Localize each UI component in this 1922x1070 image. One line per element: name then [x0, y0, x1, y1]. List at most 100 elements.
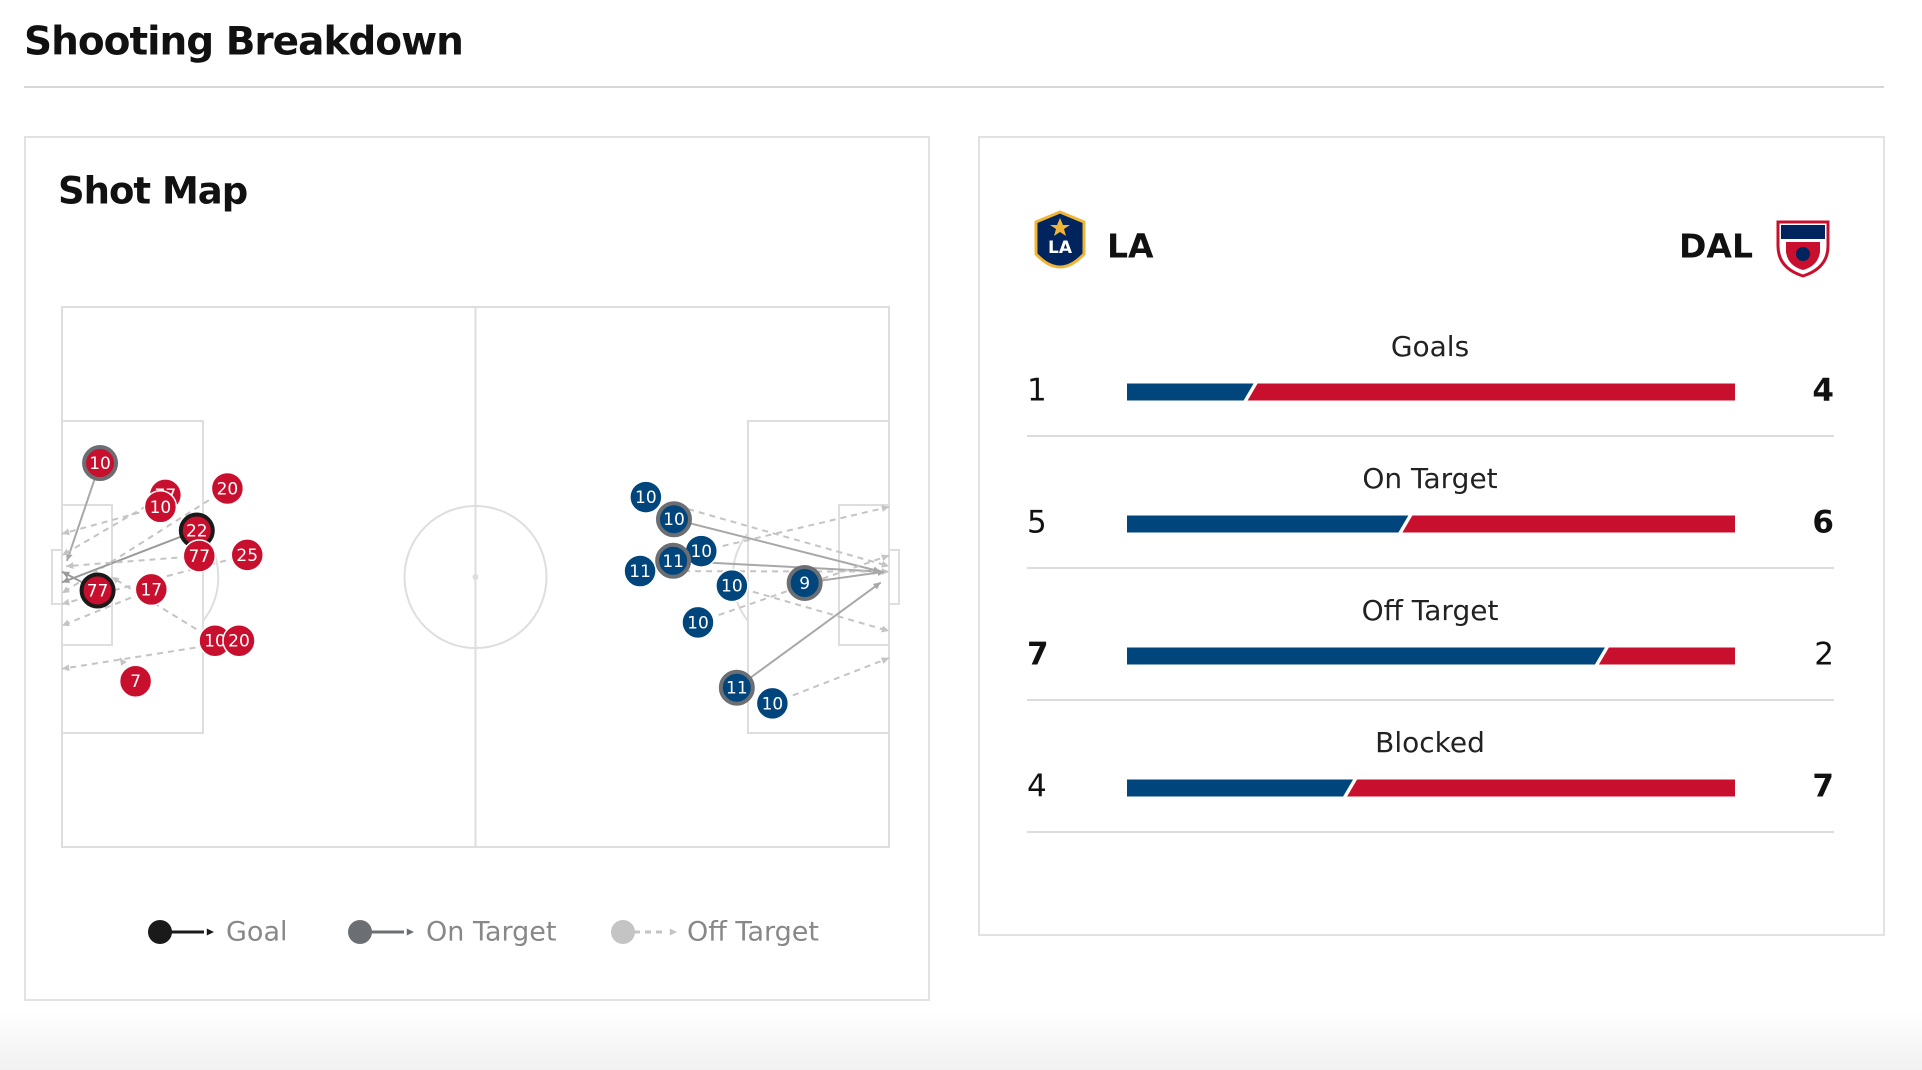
shot-marker [623, 554, 657, 588]
home-stat-value: 7 [1027, 637, 1049, 673]
shot-arrowhead [111, 577, 120, 584]
legend-label: Off Target [687, 917, 819, 948]
shot-label: 10 [762, 694, 784, 714]
home-stat-bar [1127, 647, 1605, 665]
shot: 20 [210, 471, 245, 506]
shot: 22 [178, 512, 215, 549]
shot-label: 77 [188, 547, 210, 567]
stat-label: Off Target [1362, 594, 1499, 627]
shot: 25 [230, 538, 264, 572]
shot: 10 [82, 445, 119, 482]
shot-marker [681, 605, 715, 640]
shot-label: 10 [690, 542, 712, 562]
stat-label: Goals [1391, 330, 1469, 363]
legend-label: Goal [226, 917, 288, 948]
home-stat-bar [1127, 779, 1354, 797]
home-stat-bar [1127, 383, 1254, 401]
shot-arrowhead [881, 625, 889, 633]
shot-label: 11 [726, 679, 748, 699]
shot-arrowhead [62, 664, 70, 672]
stats-card [978, 136, 1885, 936]
shot-label: 11 [629, 562, 651, 582]
shot-arrowhead [62, 619, 70, 627]
dal-logo [1776, 220, 1830, 278]
shot: 10 [715, 568, 749, 603]
pitch [51, 306, 900, 848]
shot: 77 [182, 539, 217, 573]
shot-arrowhead [62, 528, 70, 536]
shot-label: 10 [635, 488, 657, 508]
shot-markers: 1077102022772577171020710101011111091011… [79, 445, 823, 721]
shot-arrowhead [881, 505, 889, 512]
shot-label: 22 [186, 522, 208, 542]
stat-label: On Target [1362, 462, 1497, 495]
away-stat-value: 2 [1814, 637, 1834, 673]
svg-text:LA: LA [1048, 238, 1073, 258]
shot: 10 [143, 490, 178, 524]
home-stat-bar [1127, 515, 1409, 533]
shot-map-title: Shot Map [58, 170, 247, 213]
shot: 7 [118, 664, 153, 698]
shot-marker [718, 669, 755, 706]
shot-label: 10 [150, 498, 172, 518]
shot: 20 [222, 623, 256, 658]
shot-label: 25 [236, 546, 258, 566]
shot-marker [143, 490, 178, 524]
shot-trajectory [61, 494, 166, 557]
shot-arrowhead [119, 658, 127, 666]
shot-arrowhead [62, 576, 70, 584]
bottom-fade [0, 1010, 1922, 1070]
shot-marker [629, 480, 663, 514]
shot-arrowhead [877, 569, 885, 577]
shot-arrowhead [881, 657, 889, 664]
shot-label: 17 [140, 580, 162, 600]
shot-marker [655, 542, 692, 579]
shot-arrowhead [872, 582, 881, 590]
shot-arrowhead [881, 560, 889, 568]
shot-trajectory [736, 581, 882, 689]
shot-trajectory [772, 657, 890, 705]
shot-arrowhead [66, 562, 74, 570]
shot-label: 10 [687, 613, 709, 633]
shot-label: 11 [662, 552, 684, 572]
shot-label: 10 [721, 577, 743, 597]
away-stat-bar [1402, 515, 1735, 533]
shot-marker [655, 501, 692, 538]
shot: 11 [718, 669, 755, 706]
shot-arrowhead [881, 554, 889, 562]
shot-marker [755, 686, 790, 721]
shot: 9 [786, 564, 823, 601]
shot-label: 7 [130, 672, 141, 692]
shot-marker [79, 572, 116, 609]
shot-label: 10 [663, 510, 685, 530]
shot-label: 20 [228, 632, 250, 652]
stat-label: Blocked [1375, 726, 1485, 759]
shot-label: 9 [799, 574, 810, 594]
shot-arrowhead [62, 571, 70, 579]
shot-marker [230, 538, 264, 572]
home-stat-value: 5 [1027, 505, 1047, 541]
shot-arrowhead [62, 598, 70, 606]
shot-marker [210, 471, 245, 506]
shot: 11 [655, 542, 692, 579]
away-stat-value: 6 [1812, 505, 1834, 541]
page-title: Shooting Breakdown [24, 20, 463, 65]
shot-trajectory [61, 529, 198, 584]
shot-trajectory [111, 576, 216, 642]
center-spot [472, 574, 479, 580]
legend-arrow [406, 928, 414, 936]
legend-arrow [669, 928, 677, 936]
away-stat-bar [1347, 779, 1735, 797]
shot-arrowhead [62, 548, 70, 556]
shot-arrowhead [881, 568, 889, 576]
shot: 10 [655, 501, 692, 538]
shot-label: 20 [217, 479, 239, 499]
shot-trajectory [731, 584, 890, 632]
shot-trajectory [645, 496, 890, 568]
shot: 10 [198, 623, 232, 658]
shot-marker [118, 664, 153, 698]
away-stat-bar [1247, 383, 1735, 401]
shot-label: 10 [204, 632, 226, 652]
home-stat-value: 4 [1027, 769, 1047, 805]
